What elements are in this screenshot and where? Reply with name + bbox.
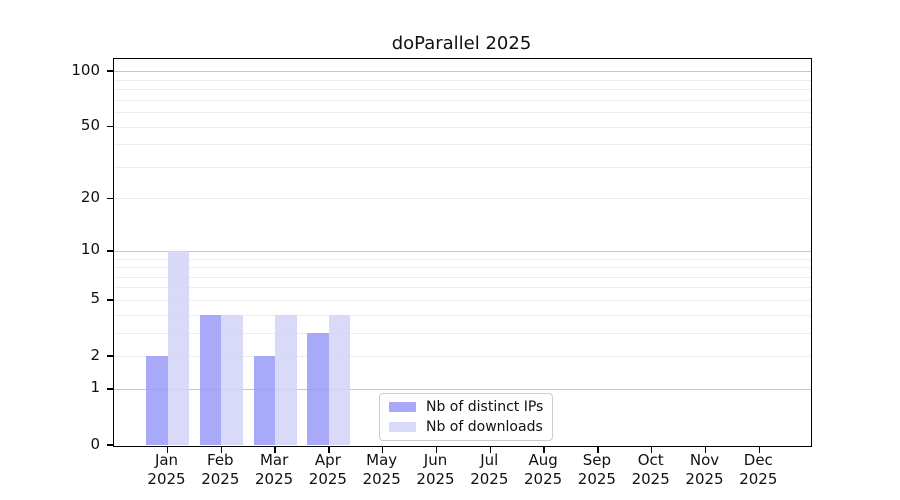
x-tick-mark xyxy=(381,446,384,453)
legend: Nb of distinct IPs Nb of downloads xyxy=(379,393,554,441)
legend-swatch-distinct-ips xyxy=(389,402,416,412)
y-tick-mark xyxy=(107,125,114,128)
y-tick-label: 5 xyxy=(90,289,100,308)
chart-title: doParallel 2025 xyxy=(391,33,532,54)
legend-label-downloads: Nb of downloads xyxy=(426,419,543,435)
bar-distinct-ips-feb xyxy=(199,314,222,445)
x-tick-label: Dec 2025 xyxy=(739,451,778,488)
bar-downloads-feb xyxy=(221,314,243,445)
y-tick-mark xyxy=(107,299,114,301)
x-tick-mark xyxy=(758,446,761,453)
y-tick-mark xyxy=(107,355,114,357)
minor-gridline xyxy=(114,126,811,128)
minor-gridline xyxy=(114,276,811,278)
minor-gridline xyxy=(114,99,811,101)
bar-distinct-ips-jan xyxy=(146,356,168,445)
y-tick-label: 100 xyxy=(71,60,100,79)
y-tick-mark xyxy=(107,197,114,200)
minor-gridline xyxy=(114,332,811,334)
y-tick-mark xyxy=(107,388,114,390)
minor-gridline xyxy=(114,356,811,358)
major-gridline xyxy=(114,250,811,253)
x-tick-mark xyxy=(166,446,169,453)
x-tick-mark xyxy=(597,446,599,453)
bar-downloads-apr xyxy=(328,314,351,445)
bar-distinct-ips-mar xyxy=(253,356,276,445)
y-tick-label: 1 xyxy=(90,378,100,397)
minor-gridline xyxy=(114,198,811,200)
x-tick-label: Mar 2025 xyxy=(255,451,294,488)
x-tick-mark xyxy=(220,446,223,453)
x-tick-mark xyxy=(489,446,492,453)
minor-gridline xyxy=(114,144,811,146)
x-tick-mark xyxy=(328,446,330,453)
minor-gridline xyxy=(114,79,811,81)
x-tick-label: Jul 2025 xyxy=(470,451,509,488)
legend-item-distinct-ips: Nb of distinct IPs xyxy=(389,398,543,416)
x-tick-mark xyxy=(704,446,707,453)
x-tick-label: Apr 2025 xyxy=(308,451,347,488)
y-tick-label: 0 xyxy=(90,434,100,453)
y-tick-mark xyxy=(107,70,114,72)
y-tick-label: 50 xyxy=(80,116,100,135)
y-tick-label: 2 xyxy=(90,345,100,364)
x-tick-mark xyxy=(274,446,276,453)
legend-swatch-downloads xyxy=(389,422,416,432)
major-gridline xyxy=(114,70,811,73)
x-tick-mark xyxy=(435,446,438,453)
y-tick-mark xyxy=(107,250,114,252)
minor-gridline xyxy=(114,89,811,91)
plot-area: Nb of distinct IPs Nb of downloads xyxy=(107,58,812,453)
x-tick-label: Aug 2025 xyxy=(524,451,563,488)
bar-downloads-jan xyxy=(167,250,189,445)
major-gridline xyxy=(114,388,811,391)
x-tick-label: Feb 2025 xyxy=(201,451,240,488)
x-tick-mark xyxy=(650,446,653,453)
x-tick-label: Jun 2025 xyxy=(416,451,455,488)
y-tick-label: 20 xyxy=(80,187,100,206)
minor-gridline xyxy=(114,166,811,168)
x-tick-label: May 2025 xyxy=(362,451,401,488)
x-tick-label: Sep 2025 xyxy=(577,451,616,488)
bar-distinct-ips-apr xyxy=(307,332,329,445)
legend-item-downloads: Nb of downloads xyxy=(389,418,543,436)
x-tick-mark xyxy=(543,446,545,453)
y-tick-label: 10 xyxy=(80,240,100,259)
minor-gridline xyxy=(114,299,811,301)
minor-gridline xyxy=(114,258,811,260)
bar-downloads-mar xyxy=(275,314,297,445)
x-tick-label: Jan 2025 xyxy=(147,451,186,488)
x-tick-label: Oct 2025 xyxy=(631,451,670,488)
minor-gridline xyxy=(114,112,811,114)
minor-gridline xyxy=(114,287,811,289)
minor-gridline xyxy=(114,267,811,269)
minor-gridline xyxy=(114,314,811,316)
y-tick-mark xyxy=(107,444,114,446)
legend-label-distinct-ips: Nb of distinct IPs xyxy=(426,399,544,415)
x-tick-label: Nov 2025 xyxy=(685,451,724,488)
